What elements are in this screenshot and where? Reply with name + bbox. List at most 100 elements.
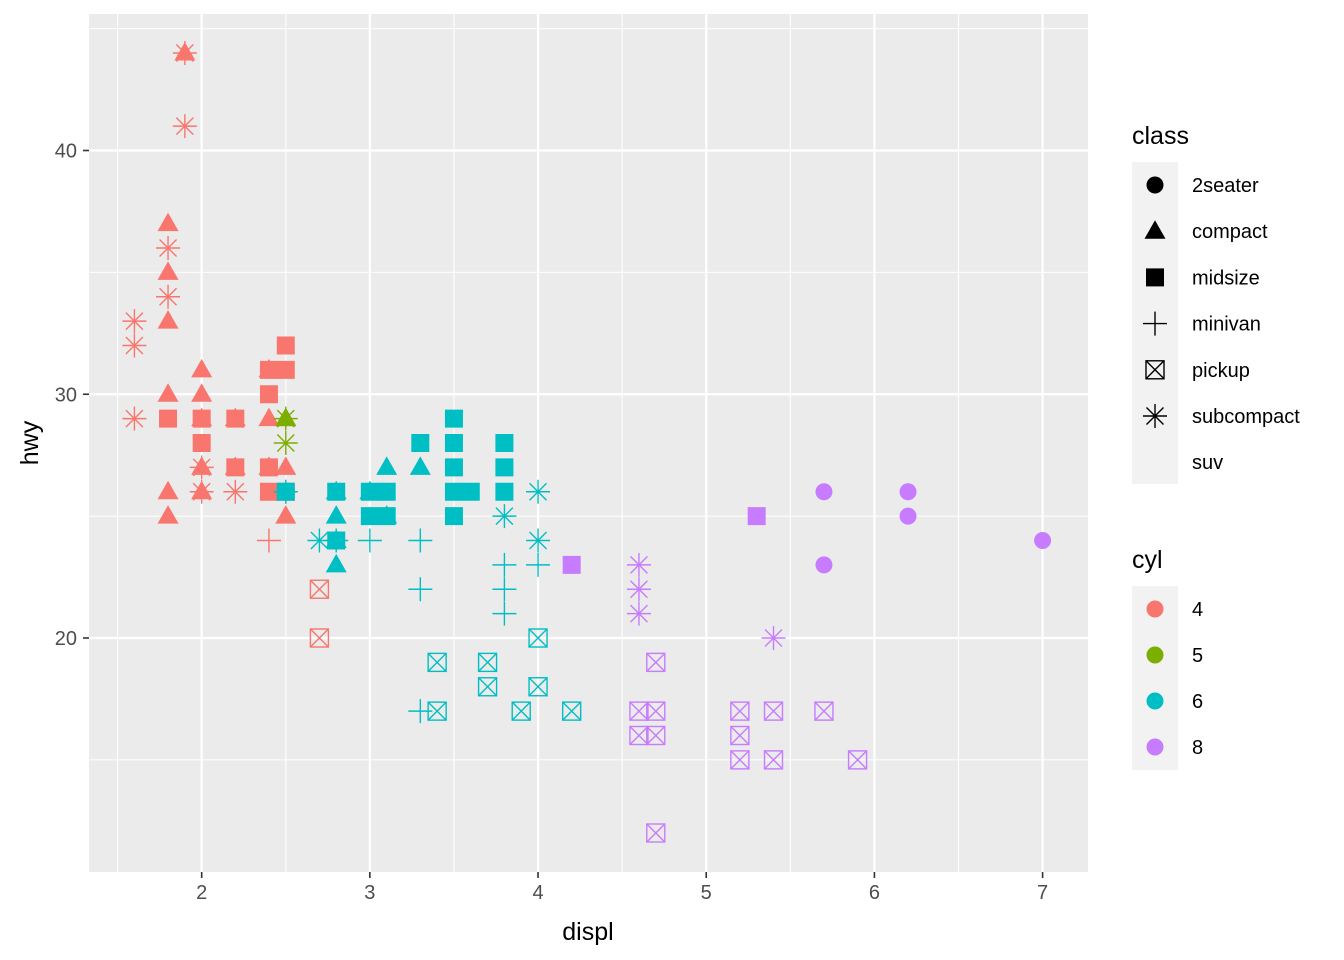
data-point — [172, 114, 197, 139]
data-point — [259, 458, 278, 477]
data-point — [626, 601, 651, 626]
data-point — [157, 383, 179, 402]
data-point — [477, 652, 498, 673]
data-point — [157, 480, 179, 500]
data-point — [444, 482, 463, 501]
data-point — [273, 406, 298, 431]
data-point — [629, 725, 649, 746]
data-point — [408, 528, 433, 553]
data-point — [815, 483, 833, 501]
legend-class-key-midsize — [1146, 268, 1164, 287]
data-point — [1034, 532, 1052, 549]
data-point — [309, 579, 330, 599]
data-point — [259, 385, 278, 404]
data-point — [646, 823, 666, 843]
data-point — [275, 505, 297, 524]
x-axis-ticks: 2 3 4 5 6 7 — [196, 872, 1048, 904]
data-point — [258, 407, 280, 427]
data-point — [376, 456, 398, 475]
data-point — [730, 725, 750, 746]
legend-class-label: midsize — [1192, 267, 1260, 289]
data-point — [157, 212, 179, 232]
legend-class-key-compact — [1144, 220, 1166, 239]
y-tick-label: 40 — [55, 141, 77, 163]
data-point — [495, 434, 514, 452]
legend-class-key-pickup — [1145, 360, 1165, 380]
data-point — [376, 505, 398, 524]
legend-class-title: class — [1132, 122, 1189, 150]
data-point — [191, 383, 213, 402]
data-point — [899, 507, 917, 525]
data-point — [226, 458, 245, 477]
data-point — [461, 482, 480, 501]
legend-class-key-subcompact — [1143, 404, 1167, 428]
panel-background — [89, 14, 1088, 872]
data-point — [763, 701, 784, 721]
legend-class-label: subcompact — [1192, 406, 1300, 428]
data-point — [276, 360, 295, 379]
data-point — [157, 261, 179, 280]
data-point — [172, 41, 197, 65]
data-point — [226, 409, 245, 428]
data-point — [629, 701, 649, 721]
data-point — [492, 577, 517, 602]
data-point — [327, 482, 346, 501]
legend-cyl: cyl 4 5 6 8 — [1132, 546, 1203, 770]
data-point — [495, 482, 514, 501]
data-point — [411, 434, 430, 452]
legend-class-key-2seater — [1146, 176, 1164, 194]
data-point — [761, 626, 786, 650]
legend-class-key-minivan — [1143, 311, 1167, 336]
legend-class: class 2seater compact midsize minivan pickup… — [1132, 122, 1300, 484]
data-point — [444, 434, 463, 452]
legend-class-label: pickup — [1192, 360, 1250, 382]
data-point — [730, 701, 750, 721]
data-point — [646, 652, 666, 673]
data-point — [377, 482, 396, 501]
data-point — [256, 528, 281, 553]
data-point — [495, 458, 514, 477]
data-point — [223, 479, 248, 504]
minor-gridlines — [89, 14, 1088, 872]
data-point — [444, 507, 463, 526]
data-point — [528, 628, 548, 648]
data-point — [899, 483, 917, 501]
data-point — [444, 458, 463, 477]
data-point — [427, 652, 447, 673]
data-point — [259, 360, 278, 379]
legend-cyl-key-6 — [1146, 692, 1164, 710]
data-point — [477, 677, 498, 697]
x-tick-label: 4 — [532, 882, 543, 904]
data-point — [189, 455, 214, 480]
major-gridlines — [89, 14, 1088, 872]
data-point — [847, 750, 868, 770]
data-point — [192, 434, 211, 452]
y-axis-ticks: 20 30 40 — [55, 141, 89, 650]
data-point — [562, 555, 581, 574]
legend-cyl-label: 6 — [1192, 691, 1203, 713]
data-point — [189, 479, 214, 504]
data-point — [122, 309, 147, 334]
legend-class-label: compact — [1192, 221, 1268, 243]
data-point — [763, 750, 784, 770]
data-point — [646, 725, 666, 746]
legend-cyl-label: 4 — [1192, 599, 1203, 621]
legend-cyl-title: cyl — [1132, 546, 1163, 574]
x-tick-label: 5 — [701, 882, 712, 904]
data-point — [357, 528, 382, 553]
data-point — [156, 284, 181, 309]
data-point — [273, 431, 298, 455]
data-point — [156, 236, 181, 260]
x-tick-label: 2 — [196, 882, 207, 904]
data-point — [626, 577, 651, 602]
x-axis-title: displ — [562, 918, 613, 946]
legend-cyl-label: 5 — [1192, 645, 1203, 667]
legend-class-label: minivan — [1192, 314, 1261, 336]
data-point — [325, 505, 347, 524]
data-point — [444, 409, 463, 428]
y-axis-title: hwy — [16, 420, 44, 465]
data-point — [511, 701, 531, 721]
data-point — [324, 528, 349, 553]
data-point — [191, 407, 213, 427]
